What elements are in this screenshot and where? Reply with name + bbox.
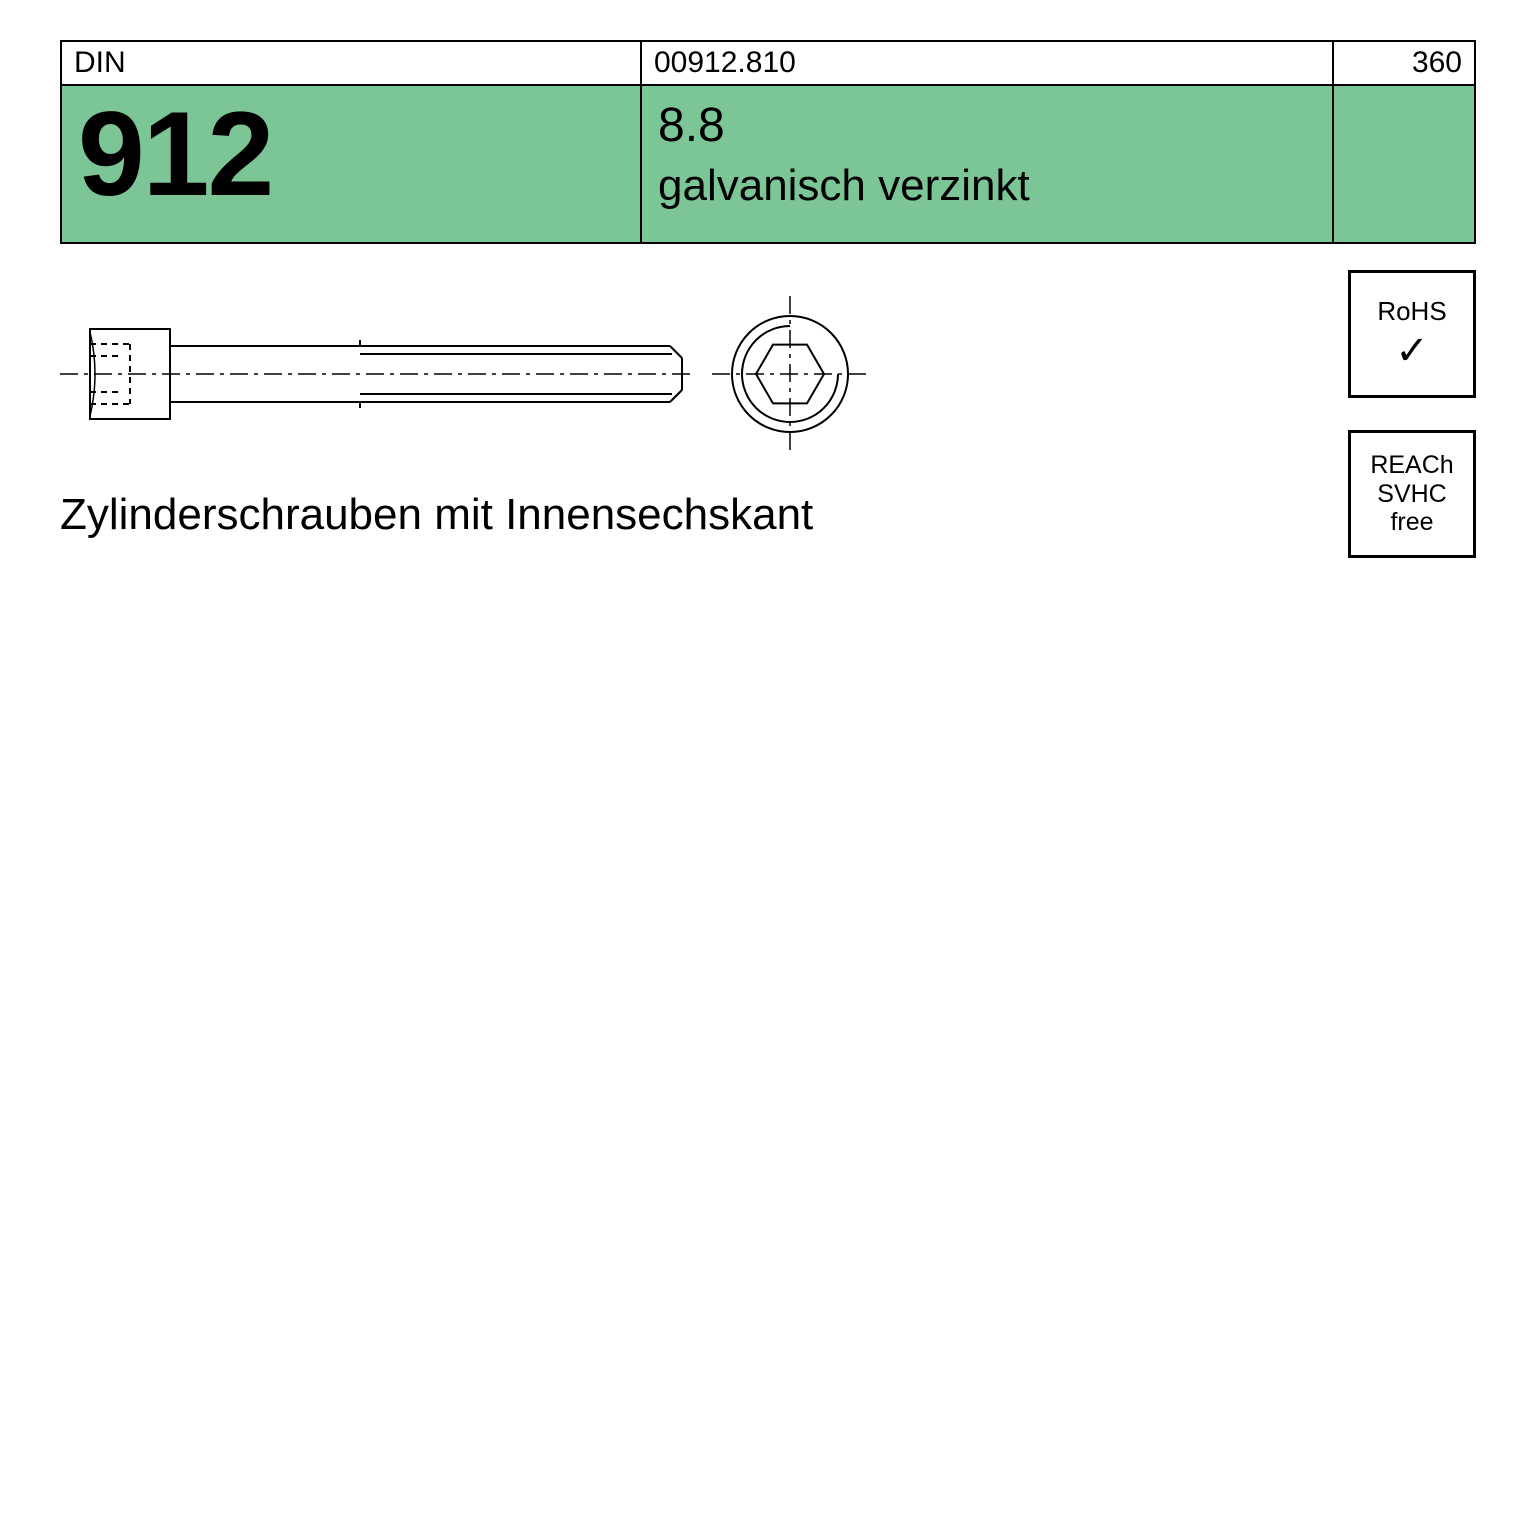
reach-line1: REACh: [1370, 451, 1453, 480]
reach-line2: SVHC: [1377, 480, 1446, 509]
page-number: 360: [1334, 42, 1474, 84]
reach-badge: REACh SVHC free: [1348, 430, 1476, 558]
header-row: DIN 00912.810 360: [60, 40, 1476, 84]
product-code: 00912.810: [642, 42, 1334, 84]
check-icon: ✓: [1395, 331, 1429, 371]
standard-label: DIN: [62, 42, 642, 84]
din-number: 912: [78, 94, 624, 214]
blank-cell: [1334, 86, 1474, 242]
bolt-diagram-svg: [60, 284, 880, 464]
surface-finish: galvanisch verzinkt: [658, 161, 1316, 211]
strength-grade: 8.8: [658, 98, 1316, 153]
spec-row: 912 8.8 galvanisch verzinkt: [60, 84, 1476, 244]
product-description: Zylinderschrauben mit Innensechskant: [60, 490, 813, 540]
rohs-badge: RoHS ✓: [1348, 270, 1476, 398]
reach-line3: free: [1390, 508, 1433, 537]
technical-drawing: [60, 284, 1476, 464]
rohs-label: RoHS: [1377, 297, 1446, 327]
